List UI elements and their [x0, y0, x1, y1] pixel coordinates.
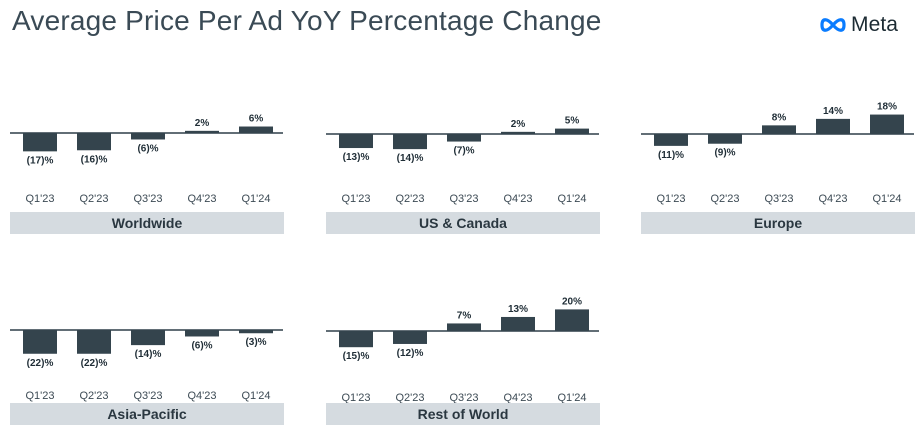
chart-europe: (11)% Q1'23 (9)% Q2'23 8% Q3'23 14% Q4'23 18% Q1'… — [641, 102, 914, 205]
bar — [708, 134, 742, 144]
bar — [501, 131, 535, 134]
data-label: 6% — [249, 114, 264, 125]
data-label: (22)% — [27, 358, 54, 369]
data-label: 2% — [511, 119, 526, 130]
logo-text: Meta — [851, 13, 899, 36]
bar — [501, 316, 535, 331]
x-tick-label: Q2'23 — [395, 392, 424, 404]
data-label: 14% — [823, 106, 843, 117]
x-tick-label: Q2'23 — [79, 193, 108, 205]
chart-worldwide: (17)% Q1'23 (16)% Q2'23 (6)% Q3'23 2% Q4'23 6% Q1… — [10, 114, 283, 205]
data-label: (7)% — [453, 146, 474, 157]
data-label: (14)% — [135, 349, 162, 360]
data-label: 2% — [195, 118, 210, 129]
data-label: (13)% — [343, 152, 370, 163]
chart-us-canada: (13)% Q1'23 (14)% Q2'23 (7)% Q3'23 2% Q4'23 5% Q1… — [326, 116, 599, 205]
x-tick-label: Q1'24 — [557, 392, 586, 404]
page-title: Average Price Per Ad YoY Percentage Chan… — [12, 5, 602, 36]
x-tick-label: Q2'23 — [79, 390, 108, 402]
bar — [870, 114, 904, 134]
meta-logo: Meta — [818, 12, 898, 38]
bar — [762, 125, 796, 134]
bar — [393, 331, 427, 344]
x-tick-label: Q3'23 — [449, 392, 478, 404]
bar — [447, 323, 481, 331]
region-label: Europe — [641, 212, 915, 234]
data-label: (11)% — [658, 150, 684, 161]
x-tick-label: Q2'23 — [710, 193, 739, 205]
data-label: 8% — [772, 112, 787, 123]
region-label: US & Canada — [326, 212, 600, 234]
bar — [185, 330, 219, 337]
data-label: 20% — [562, 296, 582, 307]
bar — [339, 331, 373, 348]
region-label: Asia-Pacific — [10, 403, 284, 425]
x-tick-label: Q4'23 — [187, 193, 216, 205]
x-tick-label: Q4'23 — [187, 390, 216, 402]
x-tick-label: Q1'23 — [341, 392, 370, 404]
bar — [816, 118, 850, 134]
data-label: (6)% — [137, 143, 158, 154]
meta-infinity-icon — [820, 18, 846, 32]
bar — [185, 130, 219, 133]
x-tick-label: Q1'23 — [656, 193, 685, 205]
data-label: (15)% — [343, 351, 370, 362]
chart-asia-pacific: (22)% Q1'23 (22)% Q2'23 (14)% Q3'23 (6)% Q4'23 (… — [10, 329, 283, 402]
chart-rest-of-world: (15)% Q1'23 (12)% Q2'23 7% Q3'23 13% Q4'23 20% Q1… — [326, 296, 599, 404]
bar — [23, 330, 57, 354]
bar — [555, 128, 589, 134]
x-tick-label: Q3'23 — [764, 193, 793, 205]
bar — [555, 309, 589, 331]
x-tick-label: Q1'24 — [557, 193, 586, 205]
data-label: 7% — [457, 310, 472, 321]
region-label: Rest of World — [326, 403, 600, 425]
x-tick-label: Q1'23 — [341, 193, 370, 205]
x-tick-label: Q1'24 — [872, 193, 901, 205]
bar — [654, 134, 688, 146]
x-tick-label: Q4'23 — [818, 193, 847, 205]
region-label: Worldwide — [10, 212, 284, 234]
bar — [447, 134, 481, 142]
bar — [77, 330, 111, 354]
data-label: (12)% — [397, 348, 424, 359]
data-label: (22)% — [81, 358, 108, 369]
x-tick-label: Q3'23 — [133, 193, 162, 205]
bar — [131, 133, 165, 140]
x-tick-label: Q3'23 — [133, 390, 162, 402]
data-label: (16)% — [81, 154, 108, 165]
bar — [339, 134, 373, 149]
bar — [239, 330, 273, 334]
x-tick-label: Q2'23 — [395, 193, 424, 205]
x-tick-label: Q4'23 — [503, 193, 532, 205]
bar — [239, 126, 273, 133]
data-label: (6)% — [191, 340, 212, 351]
data-label: (17)% — [27, 155, 54, 166]
x-tick-label: Q4'23 — [503, 392, 532, 404]
bar — [393, 134, 427, 150]
x-tick-label: Q1'24 — [241, 390, 270, 402]
data-label: (14)% — [397, 153, 424, 164]
x-tick-label: Q1'23 — [25, 390, 54, 402]
bar — [131, 330, 165, 346]
x-tick-label: Q3'23 — [449, 193, 478, 205]
data-label: 18% — [877, 102, 897, 113]
data-label: 5% — [565, 116, 580, 127]
data-label: (3)% — [245, 337, 266, 348]
data-label: 13% — [508, 304, 528, 315]
bar — [77, 133, 111, 151]
bar — [23, 133, 57, 152]
x-tick-label: Q1'23 — [25, 193, 54, 205]
x-tick-label: Q1'24 — [241, 193, 270, 205]
data-label: (9)% — [714, 148, 735, 159]
